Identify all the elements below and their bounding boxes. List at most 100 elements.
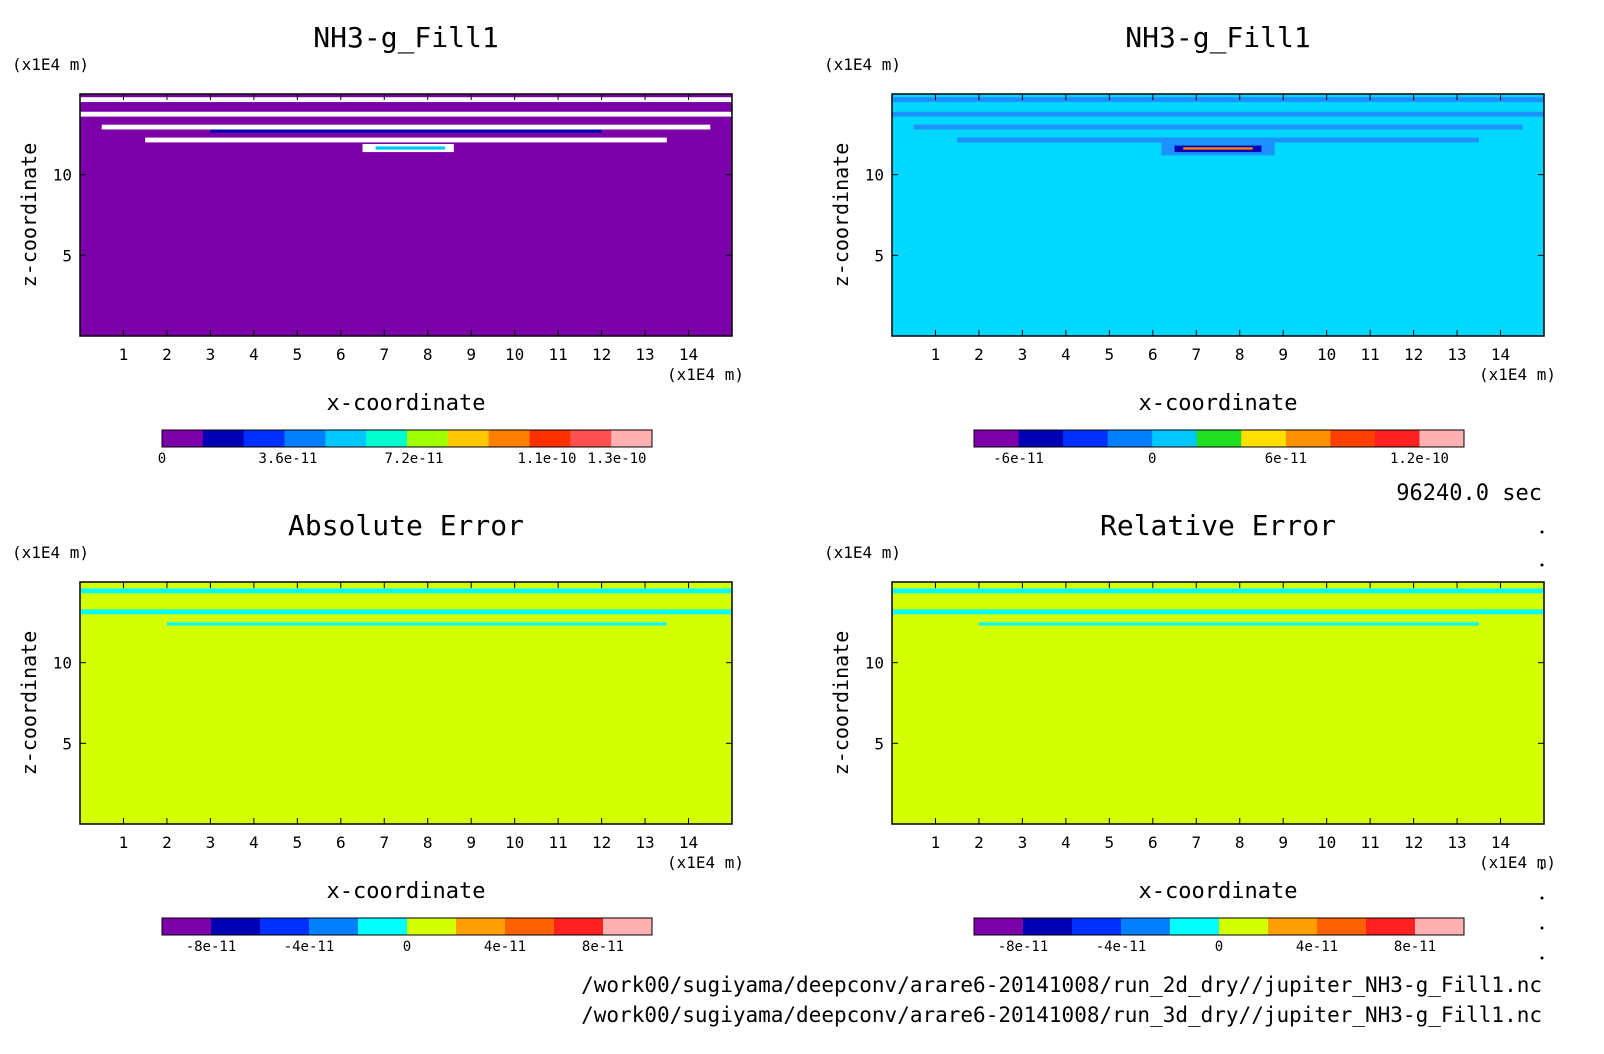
colorbar-frame xyxy=(161,917,653,936)
x-tick-label: 9 xyxy=(466,833,476,852)
colorbar-swatch xyxy=(554,918,604,935)
plot-frame xyxy=(891,581,1545,825)
colorbar-swatch xyxy=(162,430,204,447)
x-tick-label: 14 xyxy=(1491,833,1510,852)
colorbar-swatch xyxy=(309,918,359,935)
x-axis-label: x-coordinate xyxy=(1139,879,1298,904)
x-tick-label: 3 xyxy=(206,833,216,852)
y-tick-label: 5 xyxy=(62,246,72,265)
colorbar-swatch xyxy=(1317,918,1367,935)
x-unit-label: (x1E4 m) xyxy=(1479,853,1556,872)
x-tick-label: 9 xyxy=(1278,833,1288,852)
x-tick-label: 8 xyxy=(1235,345,1245,364)
x-unit-label: (x1E4 m) xyxy=(1479,365,1556,384)
x-tick-label: 5 xyxy=(1105,833,1115,852)
x-tick-label: 7 xyxy=(379,833,389,852)
x-tick-label: 1 xyxy=(931,833,941,852)
y-tick-label: 10 xyxy=(865,654,884,673)
colorbar-tick-label: 1.2e-10 xyxy=(1390,451,1449,467)
colorbar-swatch xyxy=(1063,430,1109,447)
contour-band-2 xyxy=(978,622,1479,626)
x-tick-label: 7 xyxy=(1191,833,1201,852)
margin-dots xyxy=(1540,530,1544,960)
colorbar-swatch xyxy=(1170,918,1220,935)
colorbar-swatch xyxy=(1196,430,1242,447)
chart-title: Relative Error xyxy=(1100,509,1336,542)
x-axis-label: x-coordinate xyxy=(327,391,486,416)
x-tick-label: 10 xyxy=(1317,833,1336,852)
chart-title: NH3-g_Fill1 xyxy=(1125,21,1310,55)
colorbar-swatch xyxy=(162,918,212,935)
x-tick-label: 8 xyxy=(423,833,433,852)
colorbar-swatch xyxy=(974,918,1024,935)
y-axis-label: z-coordinate xyxy=(17,631,41,776)
contour-band-3 xyxy=(957,137,1479,143)
colorbar-swatch xyxy=(407,918,457,935)
contour-band-1 xyxy=(892,111,1544,117)
colorbar-swatch xyxy=(529,430,571,447)
x-tick-label: 10 xyxy=(1317,345,1336,364)
contour-band-3 xyxy=(145,137,667,143)
colorbar-tick-label: 4e-11 xyxy=(1296,939,1338,955)
x-tick-label: 9 xyxy=(1278,345,1288,364)
colorbar-tick-label: 8e-11 xyxy=(582,939,624,955)
colorbar-swatch xyxy=(1330,430,1376,447)
colorbar-tick-label: 1.1e-10 xyxy=(517,451,576,467)
x-tick-label: 6 xyxy=(336,833,346,852)
colorbar-tick-label: -8e-11 xyxy=(998,939,1049,955)
x-tick-label: 2 xyxy=(162,345,172,364)
plot-frame xyxy=(891,93,1545,337)
x-tick-label: 5 xyxy=(293,833,303,852)
colorbar-swatch xyxy=(1018,430,1064,447)
plot-frame xyxy=(79,93,733,337)
colorbar-swatch xyxy=(211,918,261,935)
colorbar-swatch xyxy=(505,918,555,935)
colorbar-tick-label: 3.6e-11 xyxy=(258,451,317,467)
colorbar-swatch xyxy=(407,430,449,447)
colorbar-swatch xyxy=(1366,918,1416,935)
x-tick-label: 9 xyxy=(466,345,476,364)
y-unit-label: (x1E4 m) xyxy=(12,543,89,562)
x-tick-label: 11 xyxy=(1361,833,1380,852)
y-axis-label: z-coordinate xyxy=(829,631,853,776)
colorbar-swatch xyxy=(202,430,245,447)
contour-band-6 xyxy=(1183,147,1253,150)
contour-band-2 xyxy=(101,124,711,130)
x-tick-label: 1 xyxy=(119,345,129,364)
contour-band-2 xyxy=(913,124,1523,130)
colorbar-frame xyxy=(973,917,1465,936)
colorbar-swatch xyxy=(366,430,408,447)
x-tick-label: 2 xyxy=(974,345,984,364)
x-tick-label: 6 xyxy=(1148,833,1158,852)
footer-path-2d: /work00/sugiyama/deepconv/arare6-2014100… xyxy=(581,973,1542,997)
x-tick-label: 12 xyxy=(1404,345,1423,364)
x-tick-label: 10 xyxy=(505,345,524,364)
x-unit-label: (x1E4 m) xyxy=(667,853,744,872)
colorbar-tick-label: 0 xyxy=(403,939,411,955)
x-tick-label: 3 xyxy=(1018,345,1028,364)
plot-background xyxy=(80,94,732,336)
colorbar-swatch xyxy=(284,430,326,447)
x-tick-label: 14 xyxy=(679,345,698,364)
colorbar-tick-label: 8e-11 xyxy=(1394,939,1436,955)
x-tick-label: 7 xyxy=(379,345,389,364)
x-tick-label: 2 xyxy=(974,833,984,852)
colorbar-swatch xyxy=(611,430,653,447)
colorbar-swatch xyxy=(974,430,1020,447)
colorbar-swatch xyxy=(1072,918,1122,935)
y-tick-label: 10 xyxy=(865,166,884,185)
time-label: 96240.0 sec xyxy=(1396,481,1542,506)
x-tick-label: 14 xyxy=(1491,345,1510,364)
colorbar-frame xyxy=(161,429,653,448)
colorbar-tick-label: 6e-11 xyxy=(1265,451,1307,467)
x-tick-label: 6 xyxy=(336,345,346,364)
colorbar-swatch xyxy=(1152,430,1198,447)
x-tick-label: 4 xyxy=(249,345,259,364)
colorbar-tick-label: -4e-11 xyxy=(1096,939,1147,955)
x-unit-label: (x1E4 m) xyxy=(667,365,744,384)
colorbar-swatch xyxy=(570,430,612,447)
colorbar-swatch xyxy=(1419,430,1465,447)
contour-band-0 xyxy=(892,588,1544,594)
colorbar-tick-label: 1.3e-10 xyxy=(587,451,646,467)
